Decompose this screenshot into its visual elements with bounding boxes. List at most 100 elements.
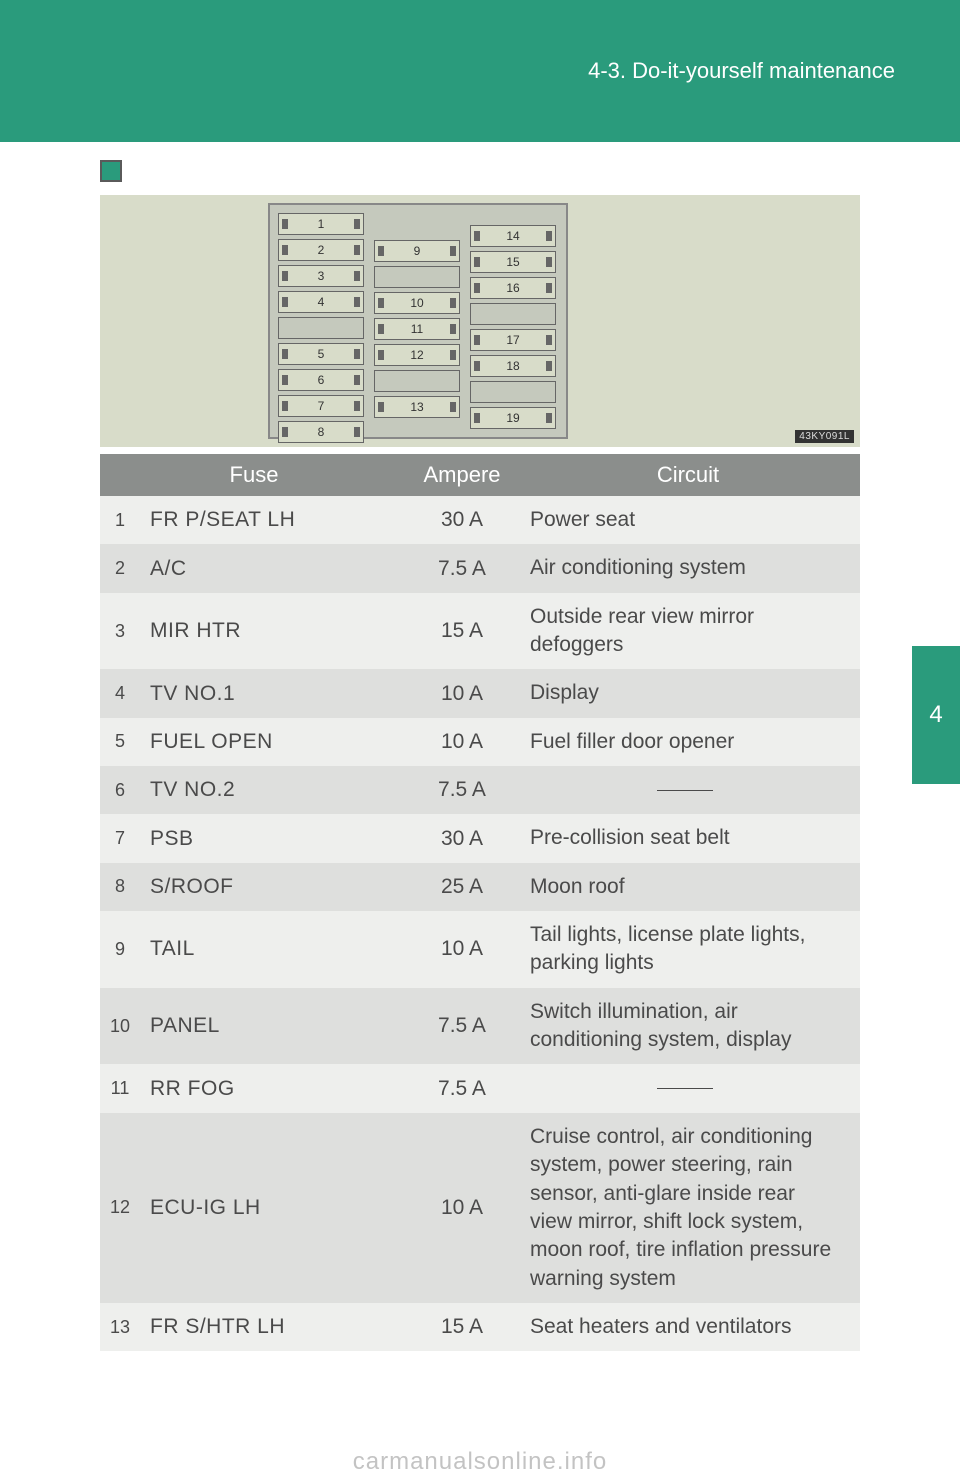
fuse-slot: 3 bbox=[278, 265, 364, 287]
fuse-slot-label: 3 bbox=[318, 269, 325, 283]
fuse-slot: 17 bbox=[470, 329, 556, 351]
col-header-ampere: Ampere bbox=[408, 462, 516, 488]
cell-circuit: Moon roof bbox=[516, 863, 860, 911]
cell-circuit: Switch illumination, air conditioning sy… bbox=[516, 988, 860, 1065]
cell-fuse: MIR HTR bbox=[140, 609, 408, 653]
cell-circuit: Outside rear view mirror defoggers bbox=[516, 593, 860, 670]
fuse-slot: 12 bbox=[374, 344, 460, 366]
cell-circuit bbox=[516, 766, 860, 814]
fuse-slot-label: 7 bbox=[318, 399, 325, 413]
cell-fuse: TAIL bbox=[140, 927, 408, 971]
table-row: 9TAIL10 ATail lights, license plate ligh… bbox=[100, 911, 860, 988]
fuse-slot-label: 19 bbox=[506, 411, 519, 425]
watermark: carmanualsonline.info bbox=[0, 1448, 960, 1476]
cell-fuse: S/ROOF bbox=[140, 865, 408, 909]
cell-fuse: FR S/HTR LH bbox=[140, 1305, 408, 1349]
fuse-slot: 11 bbox=[374, 318, 460, 340]
table-row: 11RR FOG7.5 A bbox=[100, 1064, 860, 1112]
cell-number: 9 bbox=[100, 929, 140, 970]
table-row: 5FUEL OPEN10 AFuel filler door opener bbox=[100, 718, 860, 766]
fuse-slot-blank bbox=[470, 381, 556, 403]
cell-circuit: Fuel filler door opener bbox=[516, 718, 860, 766]
cell-fuse: PSB bbox=[140, 817, 408, 861]
fuse-slot-label: 18 bbox=[506, 359, 519, 373]
fuse-slot-blank bbox=[374, 370, 460, 392]
fuse-slot: 13 bbox=[374, 396, 460, 418]
fuse-slot: 6 bbox=[278, 369, 364, 391]
fuse-slot: 16 bbox=[470, 277, 556, 299]
fuse-slot: 5 bbox=[278, 343, 364, 365]
table-row: 2A/C7.5 AAir conditioning system bbox=[100, 544, 860, 592]
fuse-slot: 4 bbox=[278, 291, 364, 313]
fuse-column: 14 15 16 17 18 19 bbox=[470, 225, 556, 433]
cell-circuit: Tail lights, license plate lights, parki… bbox=[516, 911, 860, 988]
fuse-slot-label: 11 bbox=[411, 322, 423, 336]
cell-ampere: 25 A bbox=[408, 865, 516, 909]
table-row: 10PANEL7.5 ASwitch illumination, air con… bbox=[100, 988, 860, 1065]
cell-fuse: ECU-IG LH bbox=[140, 1186, 408, 1230]
cell-ampere: 10 A bbox=[408, 672, 516, 716]
cell-ampere: 7.5 A bbox=[408, 547, 516, 591]
table-row: 4TV NO.110 ADisplay bbox=[100, 669, 860, 717]
fuse-slot-label: 17 bbox=[506, 333, 519, 347]
cell-ampere: 15 A bbox=[408, 1305, 516, 1349]
breadcrumb: 4-3. Do-it-yourself maintenance bbox=[588, 58, 895, 84]
fuse-slot-label: 6 bbox=[318, 373, 325, 387]
cell-ampere: 30 A bbox=[408, 498, 516, 542]
fuse-slot: 15 bbox=[470, 251, 556, 273]
fuse-slot: 14 bbox=[470, 225, 556, 247]
fuse-slot: 10 bbox=[374, 292, 460, 314]
table-row: 12ECU-IG LH10 ACruise control, air condi… bbox=[100, 1113, 860, 1303]
cell-fuse: TV NO.2 bbox=[140, 768, 408, 812]
cell-fuse: PANEL bbox=[140, 1004, 408, 1048]
fuse-column: 12345678 bbox=[278, 213, 364, 447]
table-row: 13FR S/HTR LH15 ASeat heaters and ventil… bbox=[100, 1303, 860, 1351]
cell-fuse: A/C bbox=[140, 547, 408, 591]
dash-icon bbox=[657, 1088, 713, 1089]
cell-number: 7 bbox=[100, 818, 140, 859]
fuse-slot: 8 bbox=[278, 421, 364, 443]
fuse-slot-label: 12 bbox=[410, 348, 423, 362]
chapter-tab: 4 bbox=[912, 646, 960, 784]
cell-number: 3 bbox=[100, 611, 140, 652]
cell-circuit: Power seat bbox=[516, 496, 860, 544]
col-header-fuse: Fuse bbox=[100, 462, 408, 488]
fuse-slot-label: 14 bbox=[506, 229, 519, 243]
fuse-slot: 18 bbox=[470, 355, 556, 377]
cell-number: 2 bbox=[100, 548, 140, 589]
fuse-table: Fuse Ampere Circuit 1FR P/SEAT LH30 APow… bbox=[100, 454, 860, 1351]
cell-number: 6 bbox=[100, 770, 140, 811]
fuse-slot-label: 16 bbox=[506, 281, 519, 295]
fuse-slot: 19 bbox=[470, 407, 556, 429]
fuse-slot-label: 13 bbox=[410, 400, 423, 414]
cell-ampere: 10 A bbox=[408, 927, 516, 971]
cell-ampere: 15 A bbox=[408, 609, 516, 653]
cell-ampere: 7.5 A bbox=[408, 1067, 516, 1111]
col-header-circuit: Circuit bbox=[516, 462, 860, 488]
fuse-slot: 7 bbox=[278, 395, 364, 417]
cell-number: 1 bbox=[100, 500, 140, 541]
cell-fuse: TV NO.1 bbox=[140, 672, 408, 716]
fuse-slot: 9 bbox=[374, 240, 460, 262]
cell-circuit: Display bbox=[516, 669, 860, 717]
diagram-code: 43KY091L bbox=[795, 430, 854, 443]
fuse-slot-blank bbox=[470, 303, 556, 325]
table-row: 7PSB30 APre-collision seat belt bbox=[100, 814, 860, 862]
cell-circuit bbox=[516, 1064, 860, 1112]
cell-ampere: 7.5 A bbox=[408, 1004, 516, 1048]
cell-circuit: Cruise control, air conditioning system,… bbox=[516, 1113, 860, 1303]
header-band: 4-3. Do-it-yourself maintenance bbox=[0, 0, 960, 142]
fuse-slot: 1 bbox=[278, 213, 364, 235]
cell-number: 4 bbox=[100, 673, 140, 714]
table-body: 1FR P/SEAT LH30 APower seat2A/C7.5 AAir … bbox=[100, 496, 860, 1351]
fuse-slot-label: 8 bbox=[318, 425, 325, 439]
cell-number: 13 bbox=[100, 1307, 140, 1348]
cell-circuit: Air conditioning system bbox=[516, 544, 860, 592]
section-marker-icon bbox=[100, 160, 122, 182]
cell-fuse: FUEL OPEN bbox=[140, 720, 408, 764]
cell-number: 12 bbox=[100, 1187, 140, 1228]
cell-ampere: 7.5 A bbox=[408, 768, 516, 812]
fuse-slot-label: 4 bbox=[318, 295, 325, 309]
fuse-slot-label: 15 bbox=[506, 255, 519, 269]
table-header: Fuse Ampere Circuit bbox=[100, 454, 860, 496]
